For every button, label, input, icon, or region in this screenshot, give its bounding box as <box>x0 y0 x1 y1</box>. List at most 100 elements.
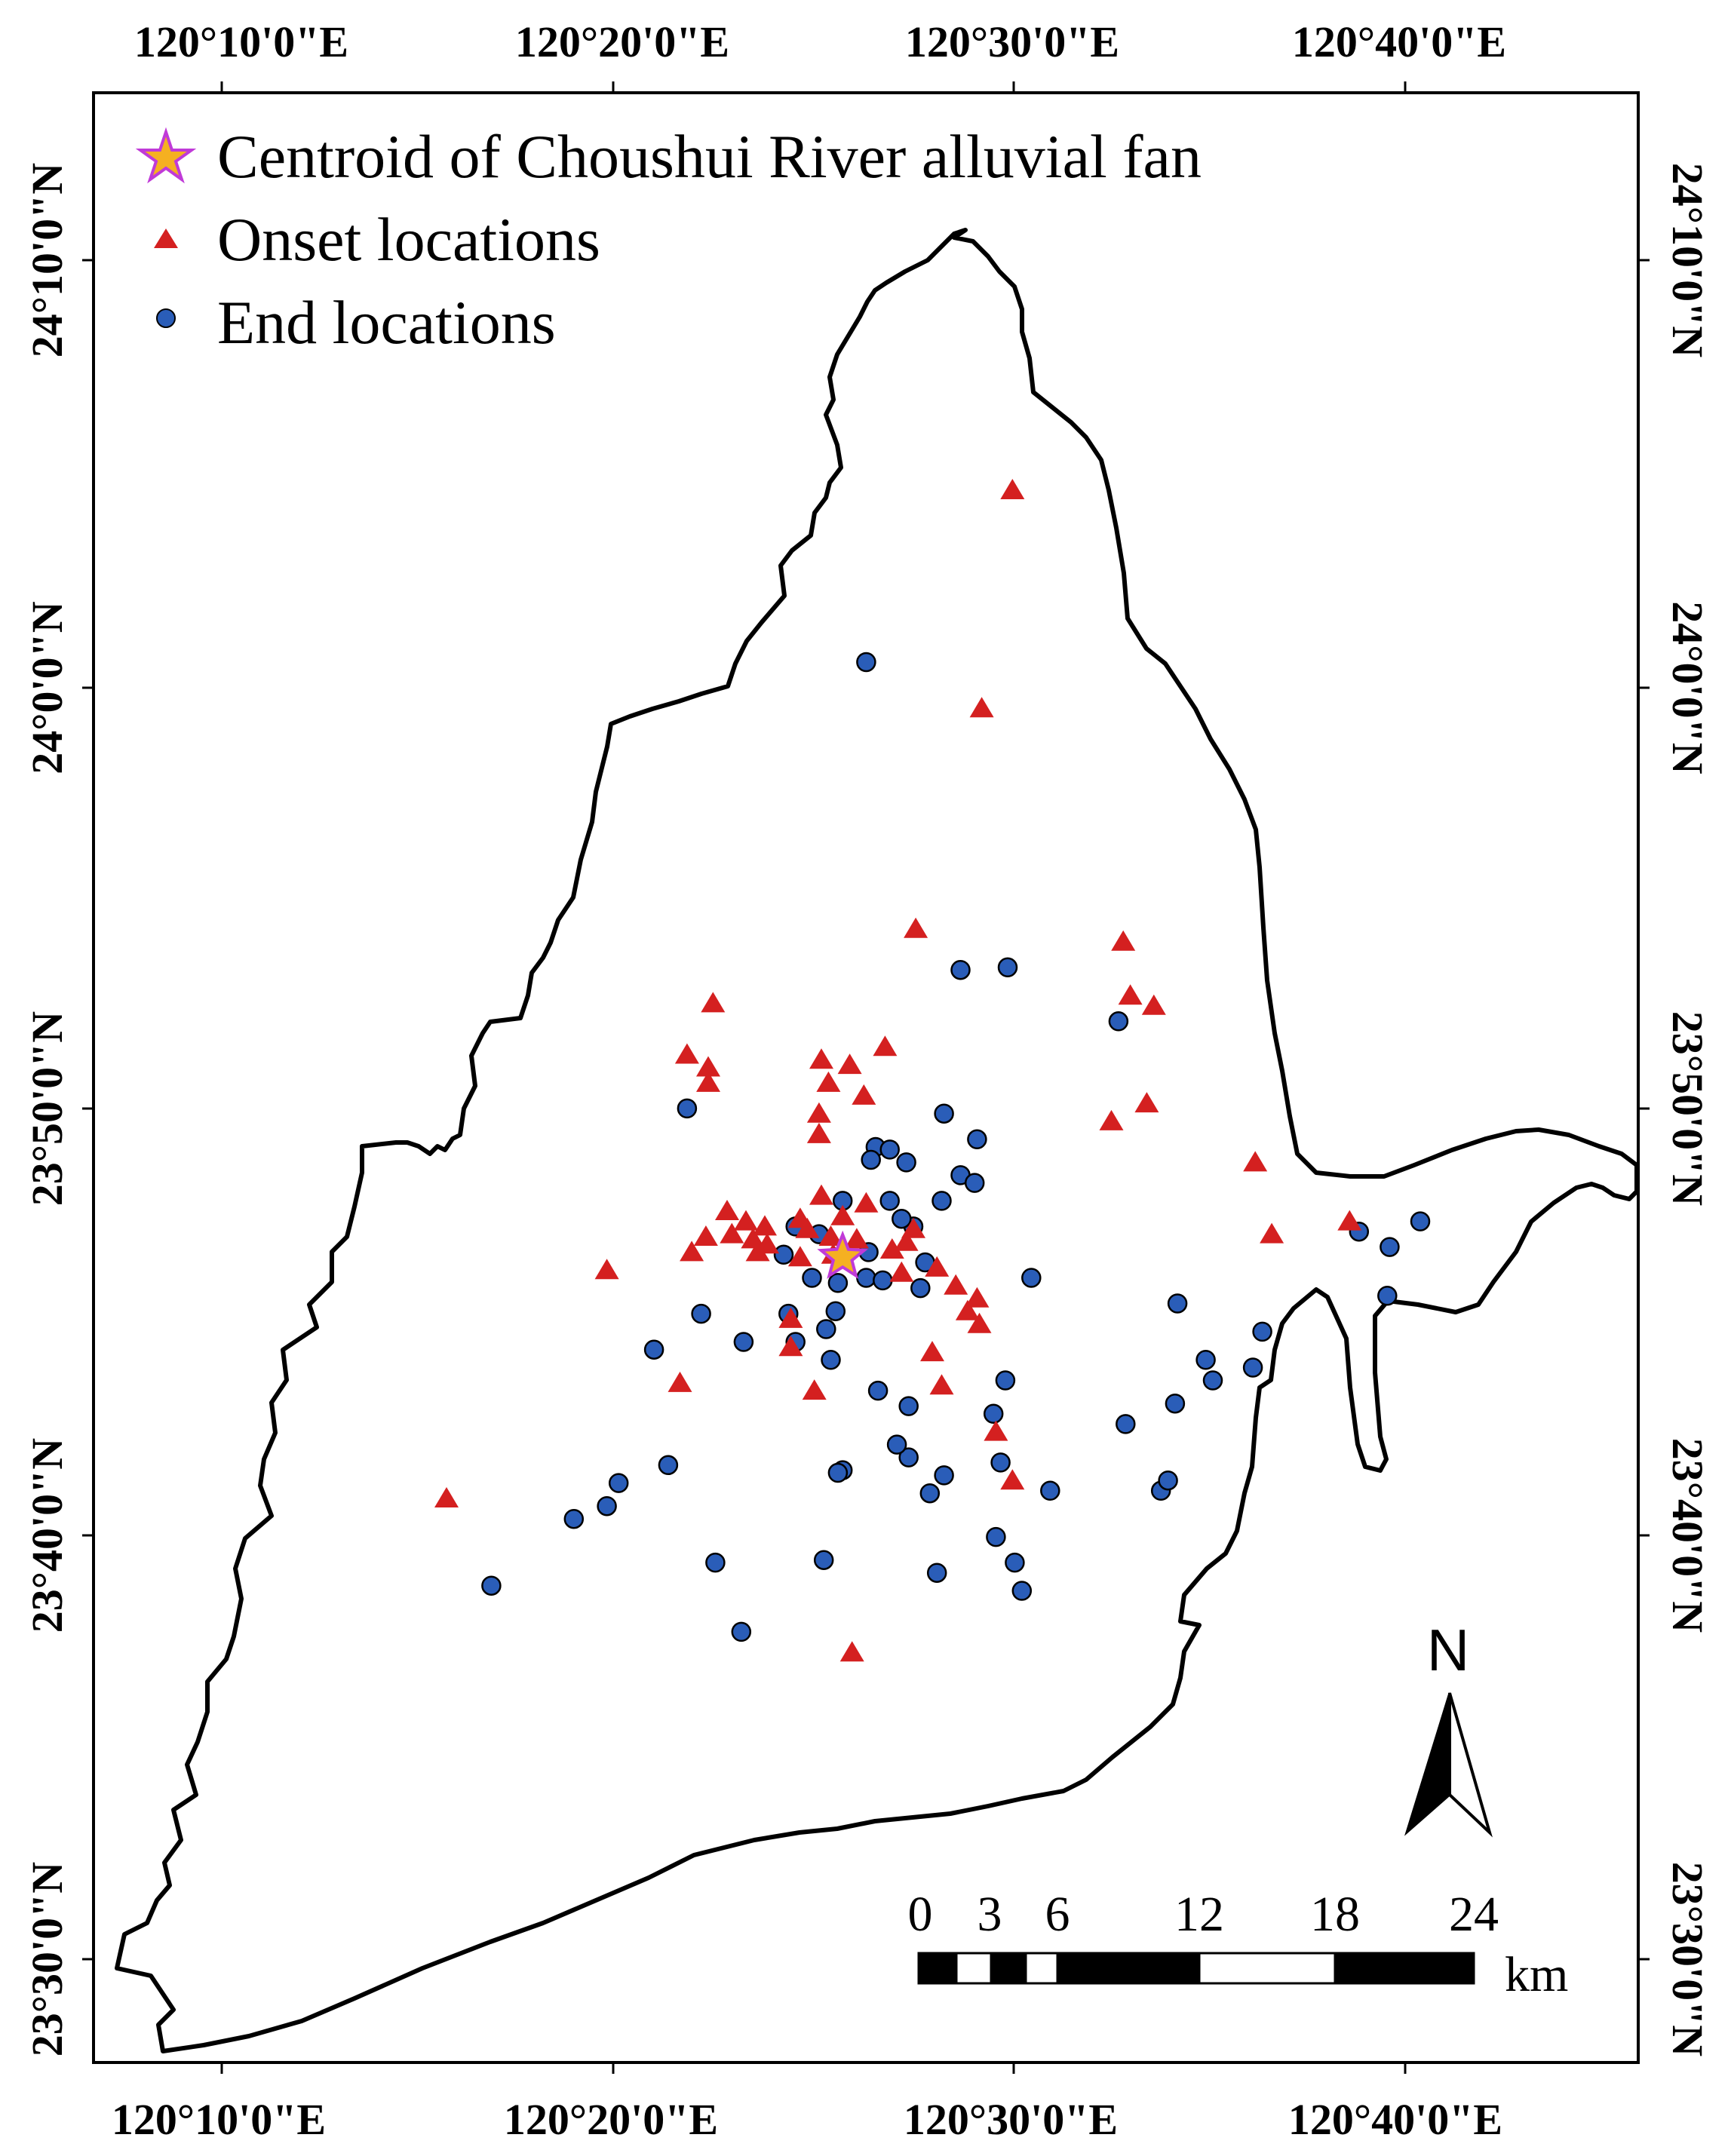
end-location-point-50 <box>1252 1321 1272 1342</box>
end-location-point-27 <box>802 1268 822 1288</box>
onset-location-point-11 <box>809 1048 833 1069</box>
scale-label-0: 0 <box>908 1887 933 1942</box>
onset-location-point-33 <box>818 1225 843 1246</box>
onset-location-point-20 <box>806 1102 831 1123</box>
end-location-point-3 <box>997 957 1018 978</box>
onset-location-point-58 <box>1000 1469 1025 1490</box>
end-location-point-19 <box>931 1191 952 1211</box>
lon-label-top-4: 120°40'0"E <box>1292 17 1506 66</box>
onset-location-point-15 <box>873 1035 898 1057</box>
fan-boundary <box>115 228 1639 2053</box>
lat-label-right-2: 24°0'0"N <box>1663 601 1712 774</box>
scale-seg-4 <box>1024 1952 1059 1985</box>
onset-location-point-2 <box>969 697 994 718</box>
centroid-layer <box>817 1230 868 1279</box>
end-location-point-40 <box>983 1403 1004 1425</box>
onset-locations-layer <box>434 479 1362 1662</box>
end-location-point-29 <box>1021 1268 1042 1288</box>
end-location-point-73 <box>898 1396 919 1416</box>
end-location-point-41 <box>1116 1414 1136 1434</box>
scale-seg-6 <box>1198 1952 1337 1985</box>
end-location-point-39 <box>867 1380 889 1401</box>
end-location-point-71 <box>1158 1470 1178 1491</box>
lat-labels-right: 24°10'0"N 24°0'0"N 23°50'0"N 23°40'0"N 2… <box>1663 163 1712 2057</box>
legend-centroid-label: Centroid of Choushui River alluvial fan <box>217 122 1202 191</box>
onset-location-point-56 <box>929 1374 954 1395</box>
onset-location-point-49 <box>778 1307 803 1328</box>
end-location-point-65 <box>481 1575 502 1596</box>
onset-location-point-32 <box>795 1217 820 1238</box>
onset-location-point-48 <box>955 1299 980 1320</box>
lat-label-left-1: 24°10'0"N <box>23 163 72 358</box>
onset-location-point-14 <box>852 1084 876 1105</box>
end-location-point-54 <box>898 1447 919 1467</box>
onset-location-point-53 <box>594 1259 619 1280</box>
end-location-point-72 <box>986 1526 1006 1547</box>
onset-location-point-38 <box>1337 1210 1362 1231</box>
north-arrow-right-half <box>1448 1692 1493 1838</box>
onset-location-point-26 <box>715 1200 739 1220</box>
lon-labels-bottom: 120°10'0"E 120°20'0"E 120°30'0"E 120°40'… <box>112 2095 1502 2144</box>
end-location-point-25 <box>773 1244 794 1265</box>
onset-location-point-25 <box>830 1204 855 1225</box>
onset-location-point-36 <box>894 1230 919 1251</box>
onset-location-point-40 <box>680 1241 704 1262</box>
onset-location-point-54 <box>668 1371 692 1392</box>
legend-onset-label: Onset locations <box>217 205 600 274</box>
scale-label-24: 24 <box>1449 1887 1499 1942</box>
onset-location-point-6 <box>1141 994 1166 1015</box>
onset-location-point-10 <box>696 1071 720 1092</box>
lon-label-bottom-1: 120°10'0"E <box>112 2095 326 2144</box>
end-location-point-47 <box>1410 1211 1431 1231</box>
lon-label-bottom-3: 120°30'0"E <box>904 2095 1118 2144</box>
scale-label-3: 3 <box>978 1887 1002 1942</box>
onset-location-point-7 <box>701 992 726 1013</box>
centroid-star-marker <box>817 1230 868 1279</box>
scale-unit: km <box>1505 1947 1568 2002</box>
onset-location-point-34 <box>844 1228 869 1249</box>
onset-location-point-39 <box>1260 1222 1284 1244</box>
onset-location-point-47 <box>965 1287 990 1308</box>
end-location-point-23 <box>856 1268 876 1288</box>
end-location-point-34 <box>816 1319 836 1339</box>
onset-location-point-42 <box>787 1246 812 1267</box>
lon-label-bottom-4: 120°40'0"E <box>1288 2095 1502 2144</box>
lat-labels-left: 24°10'0"N 24°0'0"N 23°50'0"N 23°40'0"N 2… <box>23 163 72 2057</box>
lon-labels-top: 120°10'0"E 120°20'0"E 120°30'0"E 120°40'… <box>134 17 1506 66</box>
end-location-point-9 <box>896 1152 916 1173</box>
onset-location-point-55 <box>802 1379 827 1400</box>
lon-label-top-2: 120°20'0"E <box>515 17 729 66</box>
onset-location-point-16 <box>1134 1092 1159 1113</box>
legend-end-icon <box>156 308 176 328</box>
scale-bar: 0 3 6 12 18 24 km <box>908 1887 1569 2002</box>
end-location-point-6 <box>934 1103 954 1124</box>
onset-location-point-3 <box>904 917 928 938</box>
scale-label-18: 18 <box>1310 1887 1360 1942</box>
scale-seg-1 <box>919 1953 956 1983</box>
end-location-point-74 <box>886 1434 907 1455</box>
end-locations-layer <box>481 652 1431 1642</box>
north-arrow-label: N <box>1427 1617 1469 1683</box>
end-location-point-5 <box>677 1098 698 1119</box>
end-location-point-2 <box>950 959 971 980</box>
onset-location-point-13 <box>816 1071 841 1092</box>
end-location-point-30 <box>691 1303 711 1324</box>
onset-location-point-45 <box>925 1256 950 1277</box>
end-location-point-28 <box>910 1277 931 1299</box>
onset-location-point-51 <box>778 1336 803 1357</box>
end-location-point-38 <box>995 1370 1016 1391</box>
end-location-point-43 <box>1242 1357 1263 1378</box>
onset-location-point-8 <box>674 1043 699 1064</box>
end-location-point-51 <box>1167 1293 1188 1314</box>
end-location-point-48 <box>1380 1237 1400 1257</box>
end-location-point-18 <box>892 1208 912 1229</box>
lat-label-left-4: 23°40'0"N <box>23 1438 72 1633</box>
end-location-point-64 <box>731 1621 752 1642</box>
frame-ticks <box>82 81 1650 2074</box>
end-location-point-68 <box>1005 1552 1025 1573</box>
end-location-point-60 <box>919 1483 941 1504</box>
onset-location-point-31 <box>693 1225 718 1246</box>
end-location-point-13 <box>964 1173 985 1193</box>
end-location-point-45 <box>1195 1350 1216 1370</box>
